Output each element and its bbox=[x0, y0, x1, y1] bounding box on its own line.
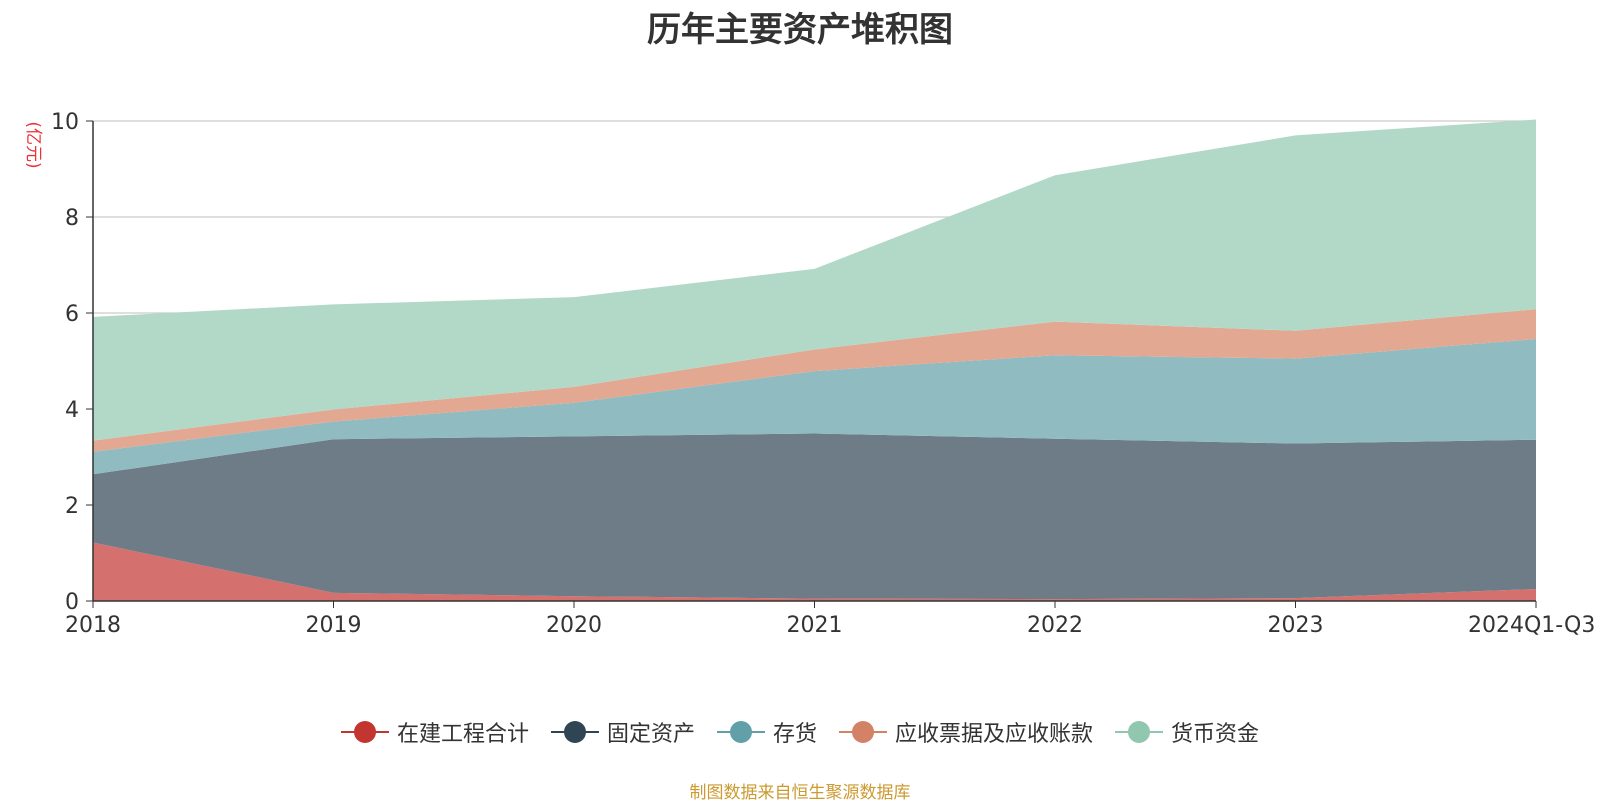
legend-marker-icon bbox=[550, 720, 599, 744]
area-series-group bbox=[93, 119, 1536, 601]
legend-label: 固定资产 bbox=[606, 722, 695, 747]
y-tick-label: 4 bbox=[65, 398, 79, 423]
area-series-4 bbox=[93, 119, 1536, 441]
x-tick-label: 2022 bbox=[1027, 613, 1083, 638]
legend-item[interactable]: 存货 bbox=[716, 716, 817, 748]
x-tick-label: 2018 bbox=[65, 613, 121, 638]
legend-label: 货币资金 bbox=[1171, 722, 1260, 747]
area-series-1 bbox=[93, 433, 1536, 600]
y-tick-label: 8 bbox=[65, 206, 79, 231]
y-tick-label: 6 bbox=[65, 302, 79, 327]
x-tick-label: 2020 bbox=[546, 613, 602, 638]
chart-title: 历年主要资产堆积图 bbox=[647, 10, 953, 50]
legend-marker-icon bbox=[716, 720, 765, 744]
legend-item[interactable]: 固定资产 bbox=[550, 716, 695, 748]
x-tick-label: 2024Q1-Q3 bbox=[1468, 613, 1595, 638]
area-series-0 bbox=[93, 542, 1536, 601]
area-series-3 bbox=[93, 309, 1536, 452]
legend-label: 存货 bbox=[772, 722, 817, 747]
y-axis-unit-label: (亿元) bbox=[23, 121, 43, 168]
y-tick-label: 0 bbox=[65, 590, 79, 615]
legend-marker-icon bbox=[839, 720, 887, 744]
y-tick-label: 2 bbox=[65, 494, 79, 519]
legend-item[interactable]: 在建工程合计 bbox=[340, 716, 529, 748]
y-tick-label: 10 bbox=[51, 110, 79, 135]
legend-marker-icon bbox=[1115, 720, 1164, 744]
legend-item[interactable]: 应收票据及应收账款 bbox=[839, 716, 1093, 748]
x-tick-label: 2023 bbox=[1268, 613, 1324, 638]
legend-label: 在建工程合计 bbox=[396, 722, 529, 747]
legend-item[interactable]: 货币资金 bbox=[1115, 716, 1259, 748]
x-tick-label: 2021 bbox=[787, 613, 843, 638]
x-tick-label: 2019 bbox=[306, 613, 362, 638]
axes: 0 2 4 6 8 10 2018 2019 2020 2021 2022 2023 2024Q1-Q3 bbox=[51, 110, 1595, 638]
legend-marker-icon bbox=[340, 720, 389, 744]
legend: 在建工程合计 固定资产 存货 应收票据及应收账款 货币资金 bbox=[0, 716, 1600, 748]
area-series-2 bbox=[93, 338, 1536, 475]
source-note: 制图数据来自恒生聚源数据库 bbox=[689, 783, 911, 803]
legend-label: 应收票据及应收账款 bbox=[895, 722, 1094, 747]
